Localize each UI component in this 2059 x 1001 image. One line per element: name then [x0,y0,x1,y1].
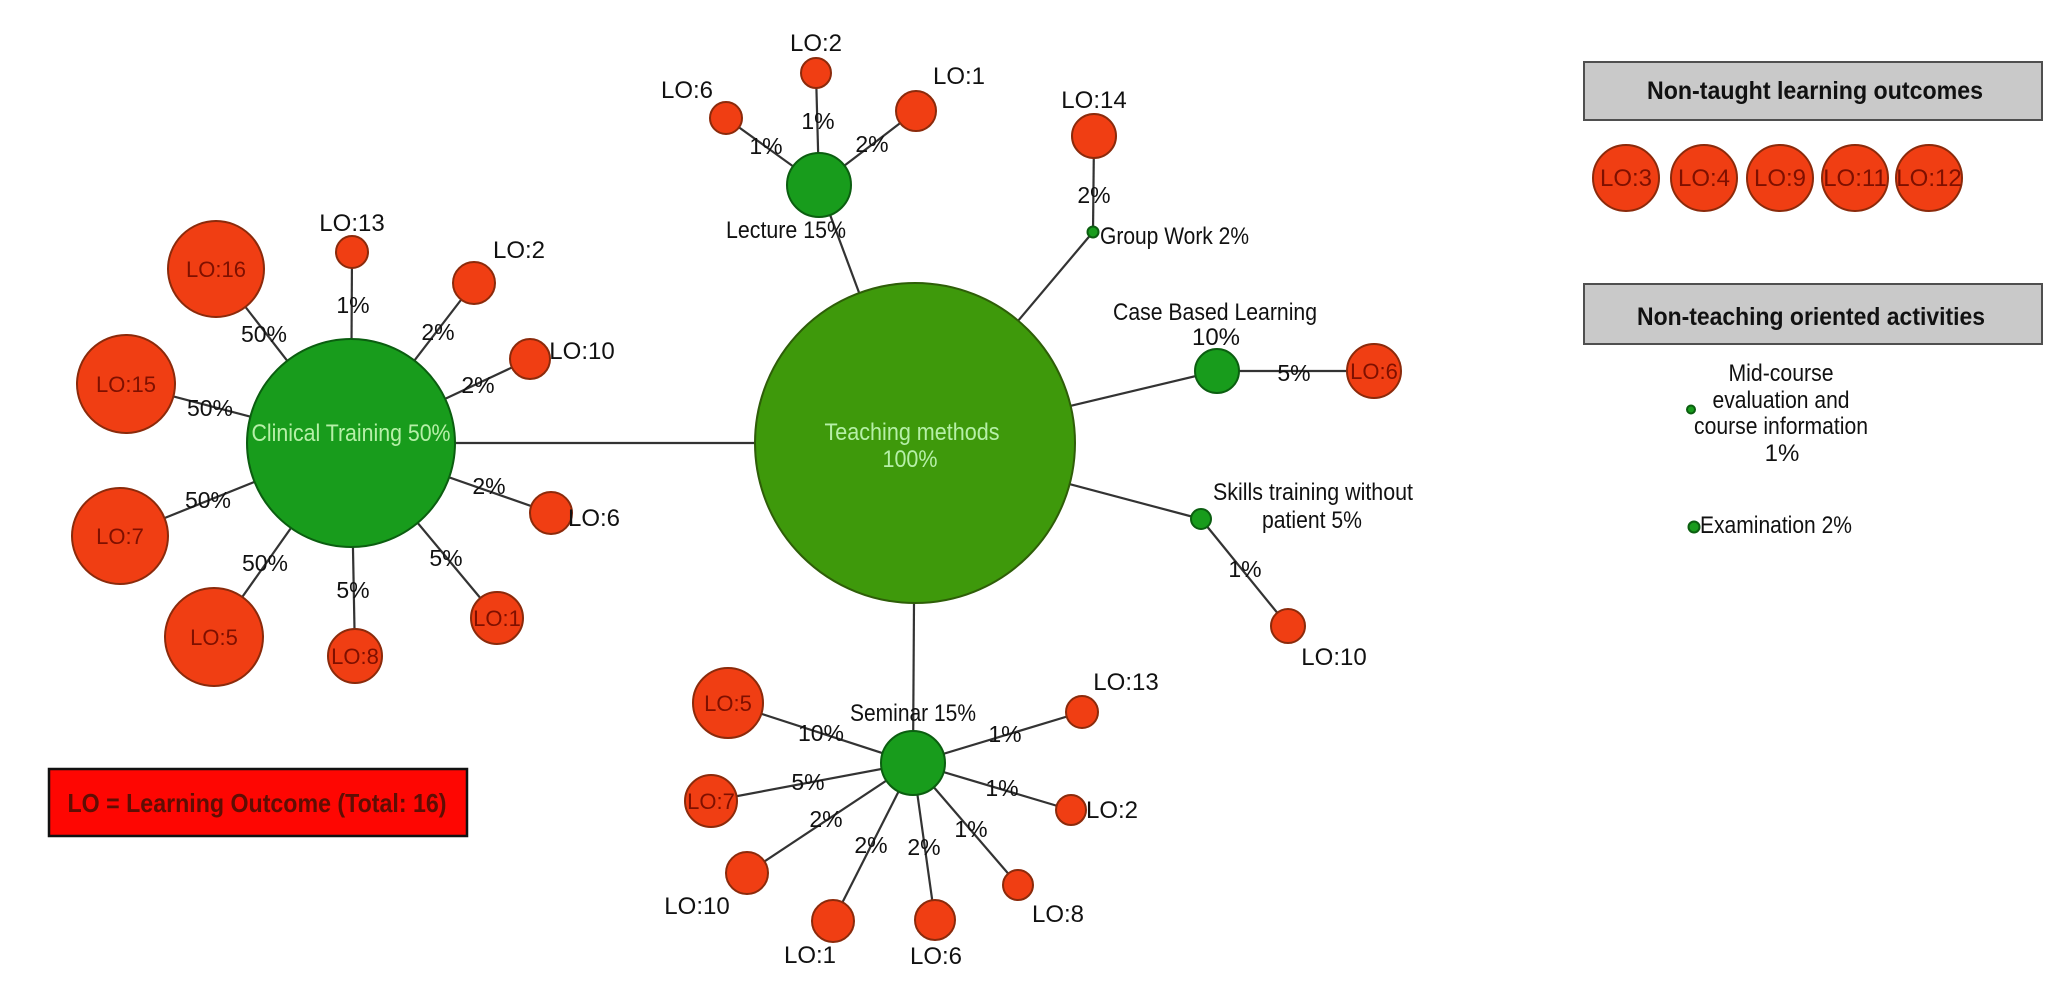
svg-text:LO:8: LO:8 [1032,901,1084,928]
svg-text:LO:5: LO:5 [190,625,238,650]
svg-text:LO:10: LO:10 [549,338,614,365]
svg-text:2%: 2% [855,131,888,157]
svg-text:Examination 2%: Examination 2% [1700,512,1852,539]
svg-text:LO:10: LO:10 [664,893,729,920]
svg-text:LO = Learning Outcome (Total:: LO = Learning Outcome (Total: 16) [68,788,447,818]
svg-text:LO:1: LO:1 [784,942,836,969]
svg-text:Group Work 2%: Group Work 2% [1100,223,1249,250]
svg-text:5%: 5% [429,545,462,571]
svg-text:2%: 2% [809,806,842,832]
svg-text:50%: 50% [187,395,233,421]
svg-text:10%: 10% [798,720,844,746]
svg-text:LO:2: LO:2 [790,30,842,57]
svg-text:1%: 1% [1765,440,1800,467]
svg-text:5%: 5% [1277,360,1310,386]
svg-text:10%: 10% [1192,324,1240,351]
svg-text:LO:11: LO:11 [1823,165,1887,192]
svg-text:Non-teaching oriented activiti: Non-teaching oriented activities [1637,303,1985,331]
svg-text:1%: 1% [1228,556,1261,582]
svg-text:LO:13: LO:13 [1093,669,1158,696]
svg-text:Lecture 15%: Lecture 15% [726,217,846,244]
svg-text:LO:9: LO:9 [1754,165,1806,192]
svg-text:Skills training without: Skills training without [1213,479,1413,506]
svg-text:2%: 2% [421,319,454,345]
svg-text:1%: 1% [985,775,1018,801]
svg-text:Case Based Learning: Case Based Learning [1113,299,1317,326]
svg-text:LO:1: LO:1 [933,63,985,90]
svg-text:LO:6: LO:6 [661,77,713,104]
svg-text:2%: 2% [907,834,940,860]
svg-text:LO:6: LO:6 [568,505,620,532]
svg-text:Teaching methods: Teaching methods [825,419,1000,446]
svg-text:100%: 100% [883,446,938,473]
svg-text:50%: 50% [242,550,288,576]
svg-text:LO:6: LO:6 [910,943,962,970]
svg-text:LO:2: LO:2 [1086,797,1138,824]
svg-text:course information: course information [1694,413,1868,440]
svg-text:patient 5%: patient 5% [1262,507,1362,534]
svg-text:50%: 50% [185,487,231,513]
svg-text:LO:16: LO:16 [186,257,246,282]
svg-text:LO:15: LO:15 [96,372,156,397]
svg-text:Clinical Training 50%: Clinical Training 50% [252,420,451,447]
svg-text:LO:7: LO:7 [687,789,735,814]
svg-text:5%: 5% [336,577,369,603]
svg-text:LO:12: LO:12 [1896,165,1961,192]
svg-text:LO:2: LO:2 [493,237,545,264]
svg-text:1%: 1% [749,133,782,159]
svg-text:LO:6: LO:6 [1350,359,1398,384]
svg-text:Seminar 15%: Seminar 15% [850,700,976,727]
svg-text:LO:1: LO:1 [473,606,521,631]
svg-text:2%: 2% [472,473,505,499]
svg-text:LO:3: LO:3 [1600,165,1652,192]
svg-text:1%: 1% [954,816,987,842]
svg-text:Mid-course: Mid-course [1729,360,1834,387]
svg-text:evaluation and: evaluation and [1713,387,1850,414]
svg-text:LO:14: LO:14 [1061,87,1126,114]
svg-text:50%: 50% [241,321,287,347]
svg-text:1%: 1% [988,721,1021,747]
svg-text:LO:4: LO:4 [1678,165,1730,192]
svg-text:LO:7: LO:7 [96,524,144,549]
svg-text:2%: 2% [1077,182,1110,208]
svg-text:Non-taught learning outcomes: Non-taught learning outcomes [1647,77,1983,105]
svg-text:LO:5: LO:5 [704,691,752,716]
svg-text:LO:13: LO:13 [319,210,384,237]
svg-text:1%: 1% [336,292,369,318]
svg-text:1%: 1% [801,108,834,134]
svg-text:LO:10: LO:10 [1301,644,1366,671]
svg-text:LO:8: LO:8 [331,644,379,669]
svg-text:5%: 5% [791,769,824,795]
svg-text:2%: 2% [461,372,494,398]
svg-text:2%: 2% [854,832,887,858]
